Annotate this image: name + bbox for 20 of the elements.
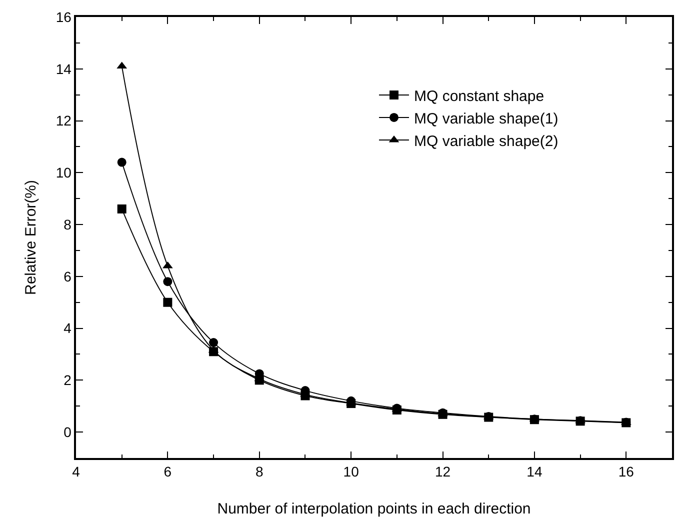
legend-label: MQ variable shape(2)	[414, 132, 558, 150]
y-tick-label: 10	[56, 164, 72, 181]
x-tick-label: 10	[343, 464, 360, 480]
y-tick-label: 14	[56, 60, 72, 77]
legend-label: MQ constant shape	[414, 88, 544, 105]
y-tick-label: 2	[64, 372, 72, 388]
y-tick-label: 4	[64, 320, 72, 336]
legend-label: MQ variable shape(1)	[414, 110, 558, 128]
x-tick-label: 16	[618, 464, 634, 480]
y-tick-label: 12	[56, 112, 72, 129]
x-tick-label: 12	[434, 464, 451, 480]
y-tick-label: 6	[64, 268, 72, 284]
y-tick-label: 8	[64, 216, 72, 232]
y-axis-title: Relative Error(%)	[22, 180, 40, 296]
x-axis-title: Number of interpolation points in each direction	[217, 500, 531, 518]
y-tick-label: 16	[56, 8, 72, 25]
x-tick-label: 8	[255, 464, 264, 480]
x-tick-label: 14	[526, 464, 542, 480]
y-tick-label: 0	[64, 424, 72, 440]
x-tick-label: 6	[164, 464, 172, 480]
